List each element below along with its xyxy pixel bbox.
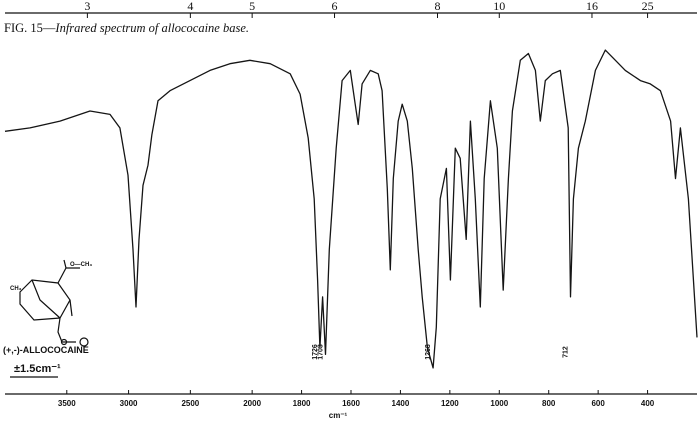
structure-label: O—CH₃: [70, 262, 92, 268]
x-tick-label: 2000: [243, 399, 261, 408]
peak-label: 1703: [318, 344, 325, 360]
x-axis-label: cm⁻¹: [329, 411, 348, 420]
x2-tick-label: 25: [642, 0, 654, 13]
x2-tick-label: 16: [586, 0, 598, 13]
x-tick-label: 3000: [120, 399, 138, 408]
x-tick-label: 800: [542, 399, 556, 408]
x-tick-label: 600: [591, 399, 605, 408]
x-tick-label: 1600: [342, 399, 360, 408]
x2-tick-label: 4: [187, 0, 193, 13]
x2-tick-label: 10: [493, 0, 505, 13]
x2-tick-label: 5: [249, 0, 255, 13]
x-tick-label: 2500: [181, 399, 199, 408]
x-tick-label: 400: [641, 399, 655, 408]
x2-tick-label: 3: [84, 0, 90, 13]
spectrum-line: [4, 49, 698, 369]
x-tick-label: 1000: [490, 399, 508, 408]
x-tick-label: 3500: [58, 399, 76, 408]
peak-label: 1726: [312, 344, 319, 360]
x2-tick-label: 8: [435, 0, 441, 13]
x2-tick-label: 6: [332, 0, 338, 13]
structure: [19, 259, 89, 347]
x-tick-label: 1200: [441, 399, 459, 408]
structure-label: CH₃: [10, 286, 22, 292]
caption-label: FIG. 15—: [4, 21, 56, 35]
x-tick-label: 1800: [293, 399, 311, 408]
scale-note: ±1.5cm⁻¹: [14, 363, 61, 375]
caption: FIG. 15—Infrared spectrum of allococaine…: [4, 21, 249, 35]
chart-title: Infrared spectrum of allococaine base.: [54, 21, 249, 35]
x-tick-label: 1400: [392, 399, 410, 408]
peak-label: 1268: [425, 344, 432, 360]
peak-label: 712: [562, 346, 569, 358]
compound-name: (+,-)-ALLOCOCAINE: [3, 345, 89, 355]
